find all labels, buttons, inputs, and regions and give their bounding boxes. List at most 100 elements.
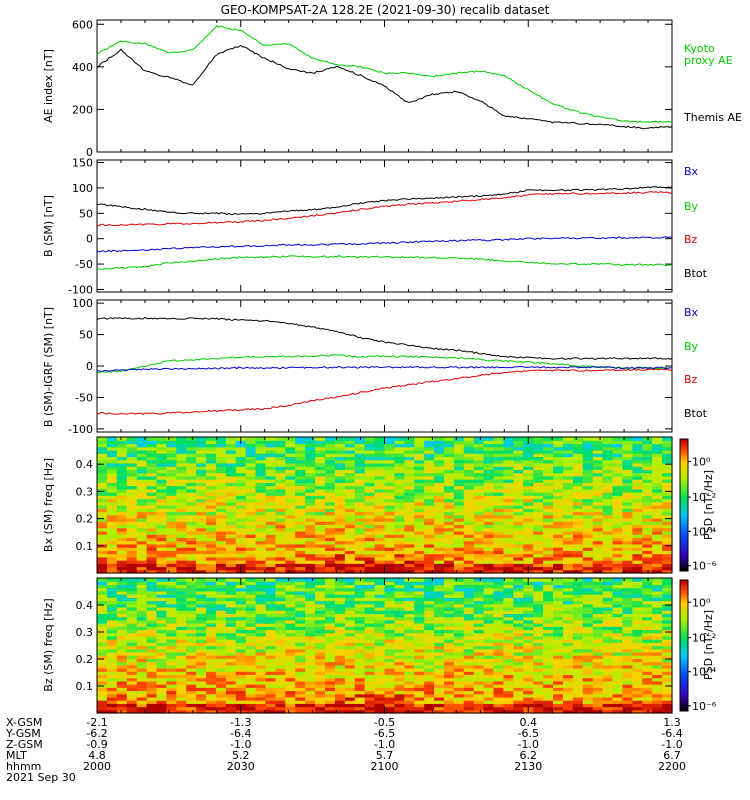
spectrogram-cell <box>523 639 534 643</box>
spectrogram-cell <box>404 639 415 643</box>
spectrogram-cell <box>334 456 346 461</box>
spectrogram-cell <box>374 661 386 666</box>
spectrogram-cell <box>572 456 584 461</box>
spectrogram-cell <box>404 584 415 589</box>
spectrogram-cell <box>592 700 604 704</box>
spectrogram-cell <box>265 664 277 669</box>
spectrogram-cell <box>196 587 207 592</box>
spectrogram-cell <box>533 485 544 490</box>
spectrogram-cell <box>622 664 633 669</box>
spectrogram-cell <box>285 453 296 458</box>
spectrogram-cell <box>622 706 633 711</box>
spectrogram-cell <box>443 587 455 592</box>
spectrogram-cell <box>146 696 158 701</box>
spectrogram-cell <box>97 449 108 454</box>
spectrogram-cell <box>265 606 277 611</box>
spectrogram-cell <box>513 550 524 555</box>
spectrogram-cell <box>553 440 564 445</box>
spectrogram-cell <box>265 475 277 480</box>
spectrogram-cell <box>473 619 485 624</box>
spectrogram-cell <box>424 623 435 627</box>
spectrogram-cell <box>136 655 148 659</box>
spectrogram-cell <box>176 684 187 688</box>
spectrogram-cell <box>275 597 286 602</box>
spectrogram-cell <box>305 700 316 704</box>
spectrogram-cell <box>344 524 356 529</box>
spectrogram-cell <box>533 706 544 711</box>
spectrogram-cell <box>622 479 633 483</box>
spectrogram-cell <box>612 475 624 480</box>
spectrogram-cell <box>285 687 296 692</box>
spectrogram-cell <box>394 584 405 589</box>
spectrogram-cell <box>483 524 495 529</box>
spectrogram-cell <box>265 563 277 568</box>
spectrogram-cell <box>196 709 207 714</box>
spectrogram-cell <box>196 690 207 695</box>
spectrogram-cell <box>265 498 277 503</box>
spectrogram-cell <box>582 693 594 698</box>
spectrogram-cell <box>206 560 217 564</box>
legend-bigrf-by: By <box>684 340 699 353</box>
spectrogram-cell <box>265 639 277 643</box>
spectrogram-cell <box>106 437 118 441</box>
spectrogram-cell <box>166 597 177 602</box>
spectrogram-cell <box>295 696 306 701</box>
spectrogram-cell <box>572 543 584 548</box>
spectrogram-cell <box>116 485 128 490</box>
spectrogram-cell <box>354 680 366 685</box>
spectrogram-cell <box>344 508 356 513</box>
spectrogram-cell <box>245 453 257 458</box>
spectrogram-cell <box>245 527 257 532</box>
spectrogram-cell <box>364 472 376 477</box>
spectrogram-cell <box>364 616 376 621</box>
spectrogram-cell <box>414 658 425 663</box>
spectrogram-cell <box>166 696 177 701</box>
spectrogram-cell <box>166 492 177 496</box>
spectrogram-cell <box>533 616 544 621</box>
spectrogram-cell <box>166 661 177 666</box>
spectrogram-cell <box>265 655 277 659</box>
spectrogram-cell <box>553 462 564 467</box>
spectrogram-cell <box>642 498 653 503</box>
spectrogram-cell <box>196 530 207 535</box>
spectrogram-cell <box>215 456 227 461</box>
spectrogram-cell <box>285 540 296 545</box>
spectrogram-cell <box>344 635 356 640</box>
spectrogram-cell <box>106 482 118 487</box>
spectrogram-cell <box>374 514 386 519</box>
spectrogram-cell <box>116 645 128 650</box>
legend-bsm-bx: Bx <box>684 165 699 178</box>
spectrogram-cell <box>97 479 108 483</box>
spectrogram-cell <box>354 449 366 454</box>
spectrogram-cell <box>245 495 257 500</box>
spectrogram-cell <box>305 440 316 445</box>
spectrogram-cell <box>533 472 544 477</box>
spectrogram-cell <box>483 453 495 458</box>
spectrogram-cell <box>553 613 564 618</box>
spectrogram-cell <box>275 443 286 448</box>
spectrogram-cell <box>146 680 158 685</box>
spectrogram-cell <box>374 543 386 548</box>
spectrogram-cell <box>206 677 217 682</box>
spectrogram-cell <box>364 440 376 445</box>
spectrogram-cell <box>136 524 148 529</box>
spectrogram-cell <box>434 469 445 474</box>
spectrogram-cell <box>543 623 554 627</box>
spectrogram-cell <box>562 677 574 682</box>
spectrogram-cell <box>97 648 108 653</box>
spectrogram-cell <box>215 690 227 695</box>
spectrogram-cell <box>473 668 485 672</box>
spectrogram-cell <box>225 517 237 522</box>
spectrogram-cell <box>156 550 167 555</box>
spectrogram-cell <box>543 661 554 666</box>
spectrogram-cell <box>116 437 128 441</box>
spectrogram-cell <box>493 655 505 659</box>
spectrogram-cell <box>245 492 257 496</box>
spectrogram-cell <box>364 498 376 503</box>
spectrogram-cell <box>443 437 455 441</box>
spectrogram-cell <box>434 514 445 519</box>
spectrogram-cell <box>602 469 614 474</box>
spectrogram-cell <box>503 569 514 574</box>
spectrogram-cell <box>463 594 475 598</box>
spectrogram-cell <box>592 492 604 496</box>
